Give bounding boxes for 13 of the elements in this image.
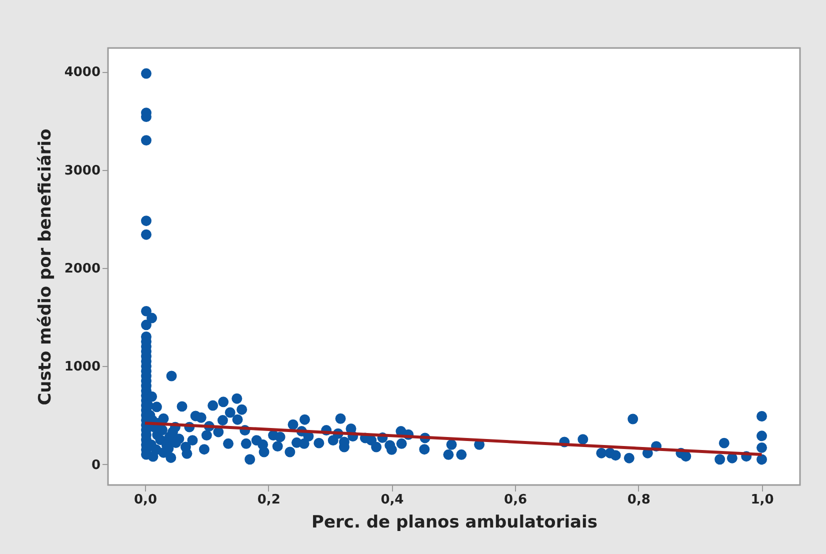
- x-tick-label: 0,0: [134, 492, 158, 508]
- y-tick-label: 3000: [64, 163, 100, 178]
- y-tick-label: 4000: [64, 65, 100, 80]
- y-tick-label: 0: [91, 458, 100, 473]
- x-tick-label: 0,4: [380, 492, 404, 508]
- x-tick-label: 1,0: [750, 492, 774, 508]
- y-tick-label: 2000: [64, 261, 100, 276]
- x-axis-title: Perc. de planos ambulatoriais: [312, 512, 598, 532]
- y-axis-title: Custo médio por beneficiário: [35, 128, 56, 406]
- y-tick-label: 1000: [64, 360, 100, 375]
- x-tick-label: 0,2: [257, 492, 280, 508]
- x-tick-label: 0,8: [627, 492, 650, 508]
- x-tick-label: 0,6: [504, 492, 528, 508]
